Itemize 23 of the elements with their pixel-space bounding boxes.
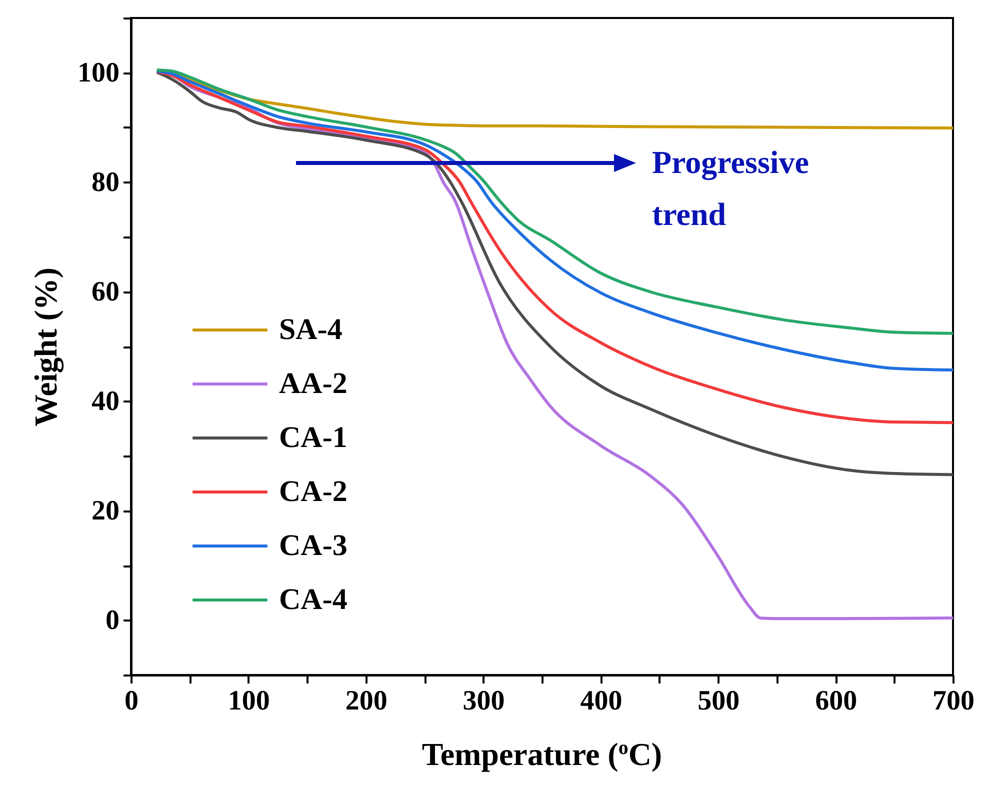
- x-tick-label: 600: [815, 686, 858, 716]
- legend-label: SA-4: [279, 313, 342, 346]
- legend-label: CA-4: [279, 583, 348, 616]
- y-tick-label: 100: [78, 57, 120, 88]
- x-tick-label: 300: [462, 686, 505, 716]
- x-tick-label: 500: [698, 686, 740, 716]
- y-tick-label: 20: [92, 495, 120, 526]
- x-tick-label: 200: [345, 686, 388, 716]
- x-tick-label: 0: [124, 686, 138, 716]
- x-tick-label: 400: [580, 686, 622, 716]
- legend-label: CA-3: [279, 529, 348, 562]
- y-tick-label: 40: [92, 386, 120, 417]
- y-tick-label: 60: [92, 276, 120, 308]
- x-tick-label: 100: [228, 686, 270, 716]
- y-tick-label: 80: [92, 166, 120, 198]
- y-tick-label: 0: [106, 604, 120, 636]
- x-axis-title: Temperature ($^{o}$C): [422, 736, 662, 772]
- legend-label: CA-2: [279, 475, 348, 508]
- legend-label: AA-2: [279, 367, 348, 400]
- y-axis-title: Weight (%): [28, 267, 64, 427]
- x-tick-label: 700: [932, 686, 974, 716]
- legend-label: CA-1: [279, 421, 348, 454]
- annotation: Progressive trend: [652, 144, 809, 232]
